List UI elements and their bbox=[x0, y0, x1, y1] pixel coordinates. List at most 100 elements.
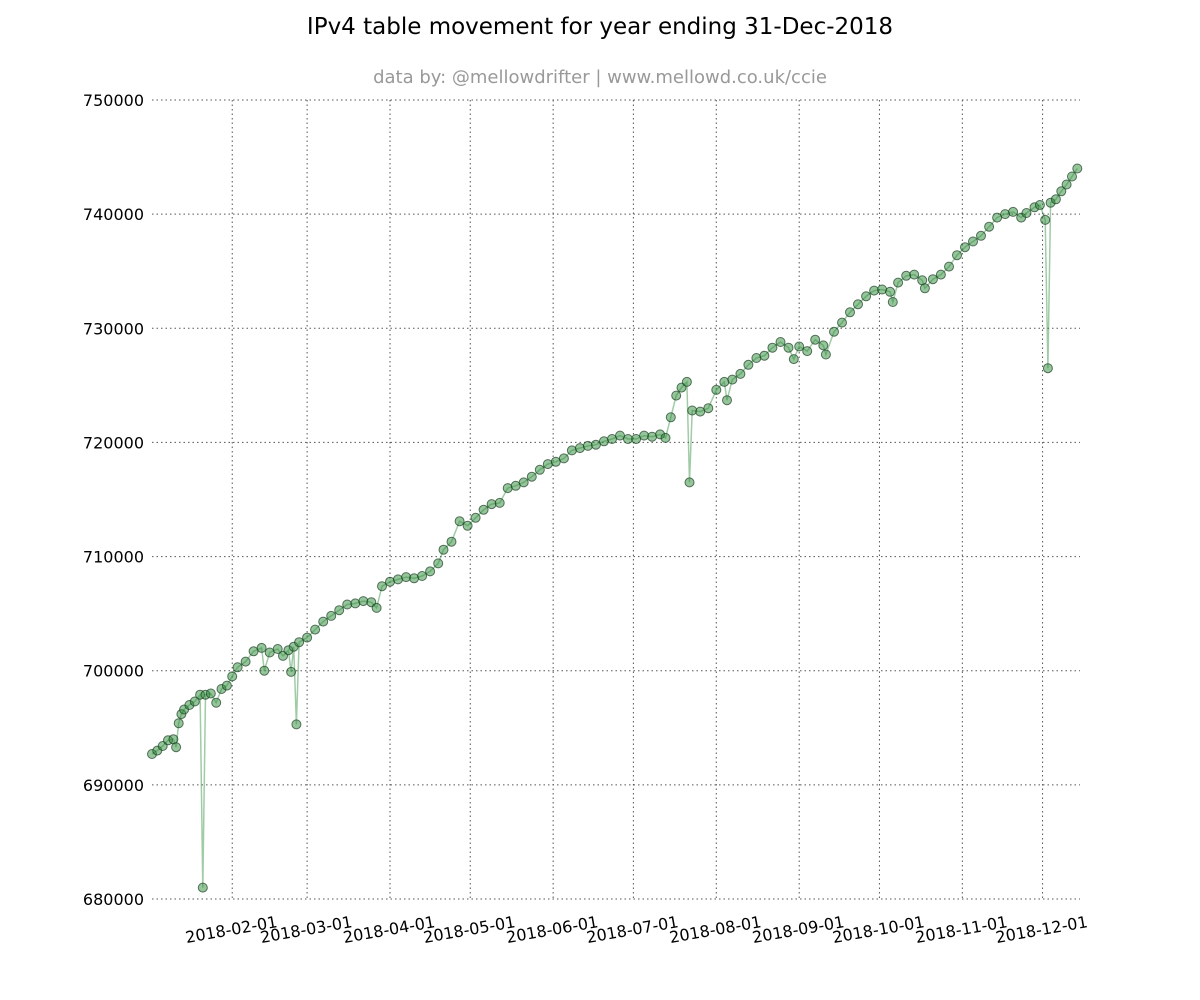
data-point bbox=[837, 317, 847, 328]
data-point bbox=[171, 742, 182, 753]
data-point bbox=[919, 283, 930, 294]
data-point bbox=[371, 602, 382, 613]
data-point bbox=[885, 286, 896, 297]
data-point bbox=[681, 376, 692, 387]
y-tick-label: 730000 bbox=[83, 319, 144, 338]
data-point bbox=[197, 882, 208, 893]
x-tick-label: 2018-05-01 bbox=[422, 912, 517, 947]
series-points bbox=[147, 163, 1083, 893]
data-point bbox=[189, 696, 200, 707]
data-point bbox=[302, 632, 313, 643]
data-point bbox=[1042, 363, 1053, 374]
data-point bbox=[660, 432, 671, 443]
data-point bbox=[240, 656, 251, 667]
data-point bbox=[829, 326, 839, 337]
data-point bbox=[1072, 163, 1083, 174]
data-point bbox=[845, 307, 855, 318]
data-point bbox=[767, 342, 778, 353]
data-point bbox=[935, 269, 946, 280]
data-point bbox=[393, 574, 403, 585]
data-point bbox=[417, 571, 428, 581]
data-point bbox=[810, 334, 821, 345]
data-point bbox=[788, 354, 799, 365]
data-point bbox=[952, 250, 962, 261]
data-point bbox=[438, 544, 449, 555]
y-tick-label: 690000 bbox=[83, 776, 144, 795]
data-point bbox=[446, 536, 457, 547]
x-tick-label: 2018-07-01 bbox=[585, 912, 680, 947]
data-point bbox=[665, 412, 676, 423]
data-point bbox=[853, 299, 863, 310]
data-point bbox=[722, 395, 732, 406]
data-point bbox=[735, 368, 746, 379]
data-point bbox=[671, 390, 682, 401]
data-point bbox=[1008, 206, 1019, 217]
data-point bbox=[743, 359, 754, 370]
data-point bbox=[518, 477, 529, 488]
data-point bbox=[454, 516, 465, 527]
data-point bbox=[968, 236, 978, 247]
data-point bbox=[1067, 171, 1077, 182]
data-point bbox=[703, 403, 714, 414]
data-point bbox=[221, 680, 232, 691]
data-point bbox=[820, 349, 831, 360]
data-point bbox=[960, 242, 970, 253]
data-point bbox=[272, 644, 283, 654]
data-point bbox=[558, 453, 569, 464]
data-point bbox=[227, 671, 238, 682]
grid bbox=[152, 99, 1080, 900]
data-point bbox=[1040, 214, 1051, 225]
y-tick-label: 750000 bbox=[83, 91, 144, 110]
data-point bbox=[887, 297, 898, 307]
data-point bbox=[1034, 200, 1045, 210]
data-point bbox=[232, 662, 243, 673]
data-point bbox=[462, 520, 473, 531]
data-point bbox=[211, 697, 222, 708]
chart-title: IPv4 table movement for year ending 31-D… bbox=[306, 14, 894, 40]
data-point bbox=[326, 610, 337, 621]
data-point bbox=[775, 337, 786, 347]
y-axis-ticks: 680000 690000 700000 710000 720000 730000 7400… bbox=[83, 91, 144, 909]
data-point bbox=[310, 624, 321, 635]
x-tick-label: 2018-10-01 bbox=[831, 912, 926, 947]
data-point bbox=[861, 291, 872, 302]
data-point bbox=[377, 581, 387, 592]
data-point bbox=[802, 346, 813, 357]
y-tick-label: 700000 bbox=[83, 662, 144, 681]
x-tick-label: 2018-08-01 bbox=[668, 912, 763, 947]
data-point bbox=[294, 637, 305, 648]
x-tick-label: 2018-12-01 bbox=[994, 912, 1089, 947]
data-point bbox=[286, 666, 297, 677]
chart-subtitle: data by: @mellowdrifter | www.mellowd.co… bbox=[373, 67, 827, 88]
data-point bbox=[334, 605, 345, 616]
data-point bbox=[1061, 179, 1072, 190]
data-point bbox=[256, 642, 267, 653]
data-point bbox=[1021, 208, 1032, 218]
data-point bbox=[976, 230, 986, 241]
data-point bbox=[318, 616, 329, 627]
data-point bbox=[205, 688, 216, 699]
data-point bbox=[173, 718, 184, 729]
data-point bbox=[927, 274, 938, 285]
data-point bbox=[534, 464, 545, 475]
x-axis-ticks: 2018-02-012018-03-012018-04-012018-05-01… bbox=[184, 912, 1089, 947]
data-point bbox=[526, 471, 537, 482]
data-point bbox=[893, 277, 904, 288]
data-point bbox=[433, 558, 444, 569]
data-point bbox=[1056, 186, 1067, 197]
data-point bbox=[759, 350, 770, 361]
data-point bbox=[478, 504, 489, 515]
data-point bbox=[818, 340, 829, 351]
y-tick-label: 720000 bbox=[83, 433, 144, 452]
data-point bbox=[425, 566, 436, 577]
data-point bbox=[494, 497, 505, 508]
data-point bbox=[711, 384, 722, 395]
data-point bbox=[486, 499, 497, 510]
y-tick-label: 680000 bbox=[83, 890, 144, 909]
data-point bbox=[944, 261, 954, 272]
data-point bbox=[470, 512, 481, 523]
y-tick-label: 740000 bbox=[83, 205, 144, 224]
data-point bbox=[727, 374, 738, 385]
data-point bbox=[1050, 194, 1061, 205]
